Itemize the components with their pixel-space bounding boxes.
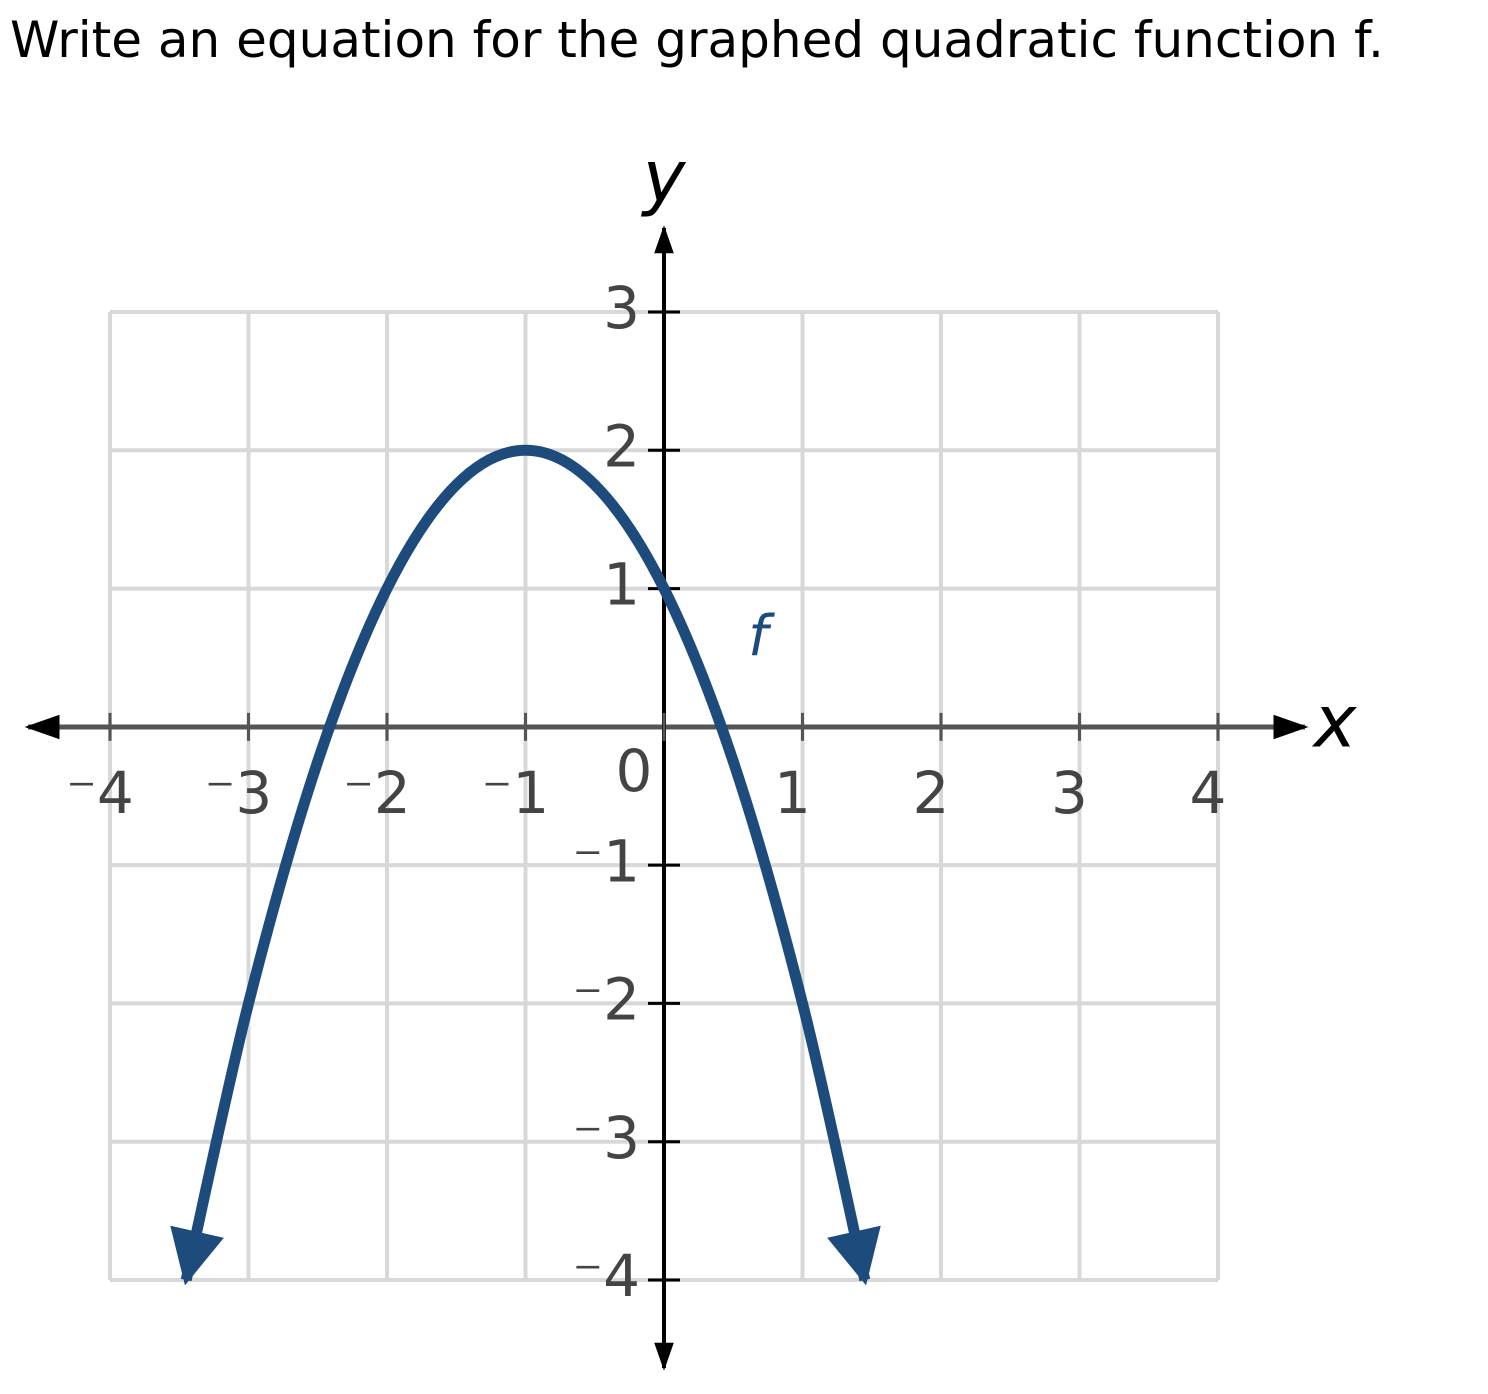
question: Write an equation for the graphed quadra…	[10, 11, 1384, 69]
y-tick-label: ⁻3	[572, 1104, 640, 1172]
x-tick-label: 1	[774, 759, 811, 827]
y-axis-label: y	[641, 135, 687, 219]
x-tick-label: ⁻4	[66, 759, 134, 827]
x-axis-label: x	[1312, 680, 1358, 764]
x-tick-label: ⁻3	[205, 759, 273, 827]
y-tick-label: 2	[603, 412, 640, 480]
y-tick-label: ⁻1	[572, 827, 640, 895]
curve	[170, 444, 881, 1286]
y-tick-label: 1	[603, 551, 640, 619]
x-tick-label: 0	[616, 737, 653, 805]
x-tick-label: ⁻2	[343, 759, 411, 827]
y-tick-label: 3	[603, 274, 640, 342]
x-tick-label: 3	[1051, 759, 1088, 827]
x-tick-label: ⁻1	[482, 759, 550, 827]
y-tick-label: ⁻4	[572, 1242, 640, 1310]
y-tick-label: ⁻2	[572, 966, 640, 1034]
curve-label: f	[748, 604, 775, 669]
x-tick-label: 2	[913, 759, 950, 827]
x-tick-label: 4	[1190, 759, 1227, 827]
